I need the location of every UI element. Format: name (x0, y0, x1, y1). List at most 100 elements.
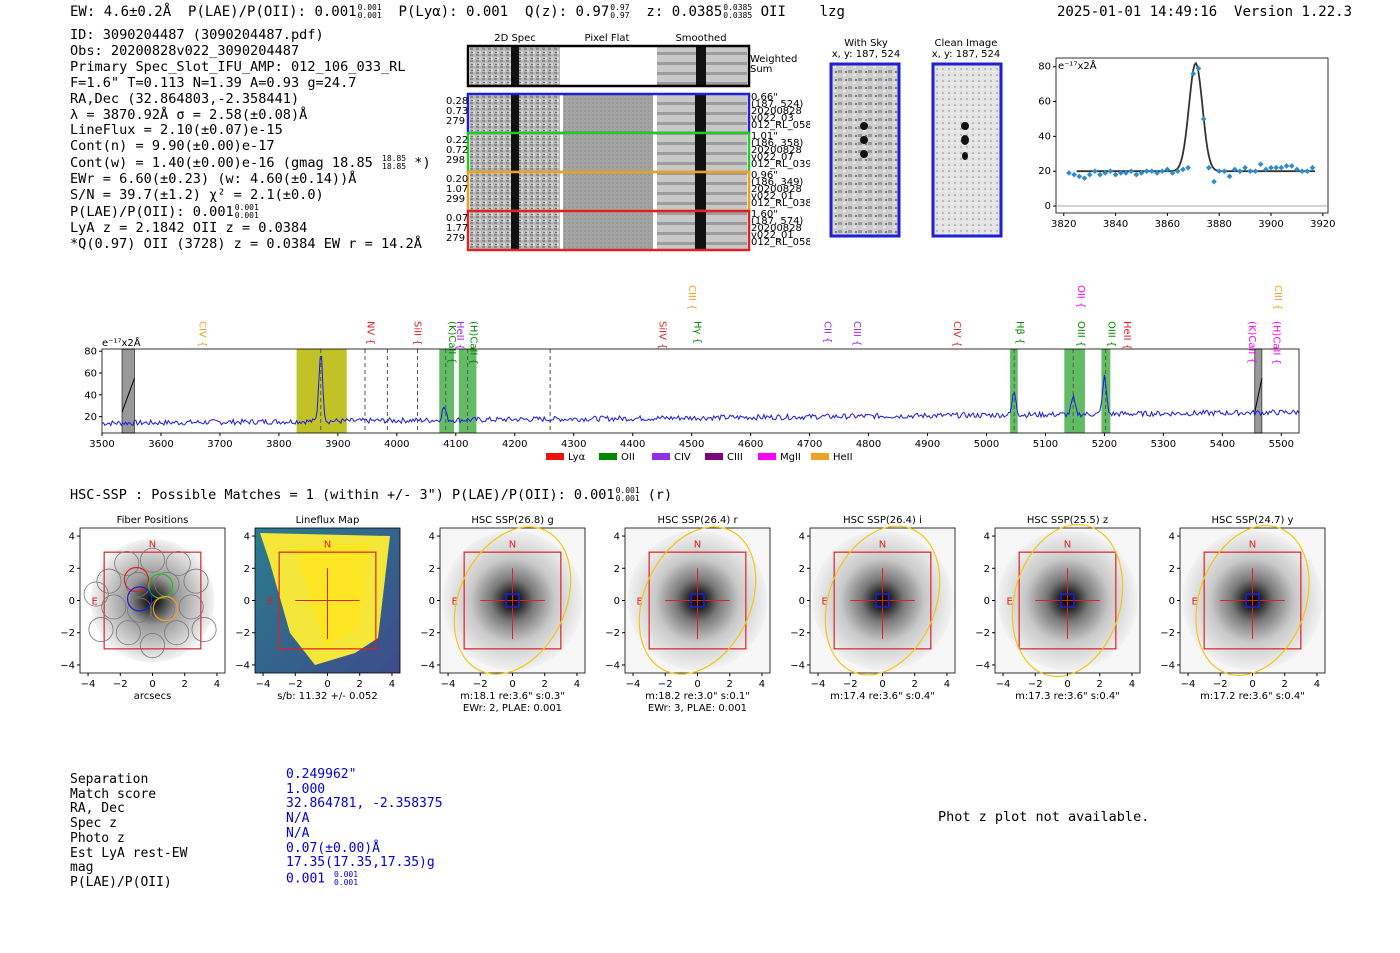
zoom-y-tick-label: 20 (1038, 166, 1051, 177)
row-left-value: 0.07 (446, 213, 468, 224)
east-label: E (452, 597, 458, 608)
spec-line-label: CIV { (196, 321, 207, 347)
hsc-y-tick-label: −2 (235, 628, 250, 639)
hsc-x-tick-label: 0 (149, 679, 155, 690)
value-plae: 0.001 0.001 0.001 (286, 870, 443, 887)
header-qz: Q(z): 0.97 (524, 4, 610, 20)
legend-label: MgII (780, 452, 801, 463)
fiber-circle (83, 581, 109, 607)
zoom-data-point (1283, 163, 1290, 169)
hsc-ellipse (824, 525, 941, 676)
spec-x-tick-label: 4400 (620, 439, 645, 450)
fiber-circle (183, 568, 209, 594)
weighted-smooth-emission (696, 47, 706, 85)
match-table-values: 0.249962" 1.000 32.864781, -2.358375 N/A… (286, 767, 443, 887)
hsc-y-tick-label: 4 (984, 532, 990, 543)
hsc-x-tick-label: 0 (694, 679, 700, 690)
col-smoothed-label: Smoothed (675, 33, 726, 44)
legend-label: OII (621, 452, 635, 463)
row-left-value: 279 (446, 233, 465, 244)
info-lineflux: LineFlux = 2.10(±0.07)e-15 (70, 122, 283, 139)
north-label: N (509, 540, 516, 551)
hsc-y-tick-label: 2 (429, 564, 435, 575)
spec-x-tick-label: 5000 (974, 439, 999, 450)
fiber-circle (165, 550, 191, 576)
hsc-heading-text: HSC-SSP : Possible Matches = 1 (within +… (70, 487, 615, 503)
hsc-plae-sup: 0.001 (615, 486, 640, 495)
row-flat (563, 134, 653, 171)
hsc-y-tick-label: 0 (244, 596, 250, 607)
row-right-value: 012_RL_039 (751, 159, 810, 170)
header-plae-fraction: 0.001 0.001 (358, 4, 382, 20)
value-match-score: 1.000 (286, 781, 326, 797)
row-left-value: 1.77 (446, 223, 468, 234)
header-qz-sub: 0.97 (610, 11, 630, 20)
col-2dspec-label: 2D Spec (494, 33, 536, 44)
hsc-x-tick-label: 4 (1129, 679, 1135, 690)
row-emission (511, 134, 519, 171)
legend-swatch (811, 453, 829, 460)
info-plae-sup: 0.001 (234, 202, 259, 212)
hsc-ellipse (638, 526, 757, 675)
north-label: N (324, 540, 331, 551)
hsc-panel: Lineflux Map N E −4 −2 0 2 4 4 2 0 −2 −4 s/b: 11.32 +… (235, 515, 401, 702)
header-plya: P(Lyα): 0.001 (398, 4, 509, 20)
spec-x-tick-label: 4800 (856, 439, 881, 450)
row-right-value: 012_RL_058 (751, 120, 810, 131)
hsc-panel: HSC SSP(24.7) y N E −4 −2 0 2 4 4 2 0 −2 −4 m:17.2 re… (1160, 515, 1326, 702)
legend-swatch (546, 453, 564, 460)
legend-label: CIII (727, 452, 743, 463)
with-sky-image (829, 62, 901, 238)
zoom-data-point (1195, 65, 1202, 72)
hsc-x-tick-label: 4 (759, 679, 765, 690)
row-left-value: 279 (446, 116, 465, 127)
row-right-value: 012_RL_038 (751, 198, 810, 209)
hsc-caption: m:17.3 re:3.6" s:0.4" (1015, 691, 1120, 702)
row-right-value: 0.66" (751, 92, 778, 103)
value-radec: 32.864781, -2.358375 (286, 796, 443, 812)
zoom-x-tick-label: 3820 (1051, 219, 1076, 230)
row-left-value: 0.22 (446, 135, 468, 146)
zoom-data-point (1252, 168, 1259, 175)
hsc-panel: Fiber Positions N E −4 −2 0 2 4 4 2 0 −2 −4 arcsecs (60, 515, 226, 702)
fiber-circle (140, 547, 165, 573)
label-separation: Separation (70, 772, 149, 787)
header-tag: lzg (819, 4, 845, 20)
row-right-value: v022_07 (751, 152, 794, 163)
east-label: E (1192, 597, 1198, 608)
hsc-panel: HSC SSP(26.4) r N E −4 −2 0 2 4 4 2 0 −2 −4 m:18.2 re… (605, 515, 771, 714)
spec-line-label: OIII { (1075, 321, 1086, 347)
hsc-x-tick-label: 4 (1314, 679, 1320, 690)
spec-x-tick-label: 3700 (207, 439, 232, 450)
zoom-x-tick-label: 3880 (1206, 219, 1231, 230)
zoom-data-point (1257, 161, 1264, 168)
row-right-value: (187, 524) (751, 99, 803, 110)
spec-x-tick-label: 5200 (1092, 439, 1117, 450)
zoom-y-tick-label: 60 (1038, 97, 1051, 108)
spec-x-tick-label: 4200 (502, 439, 527, 450)
zoom-y-tick-label: 80 (1038, 62, 1051, 73)
legend-label: HeII (833, 452, 853, 463)
version: Version 1.22.3 (1234, 4, 1353, 20)
fiber-orange (152, 595, 179, 622)
row-right-value: 20200828 (751, 184, 802, 195)
weighted-label: Weighted (750, 54, 797, 65)
row-left-value: 0.20 (446, 174, 468, 185)
hsc-heading-end: (r) (647, 487, 673, 503)
hsc-y-tick-label: 0 (984, 596, 990, 607)
spec-x-tick-label: 3900 (325, 439, 350, 450)
hsc-ellipse (453, 526, 572, 675)
zoom-data-point (1221, 168, 1228, 175)
header-plae: P(LAE)/P(OII): 0.001 (188, 4, 357, 20)
spec-flux-line (101, 355, 1300, 427)
hsc-panel-title: HSC SSP(26.4) r (657, 515, 738, 526)
spec-line-label: CIV { (951, 321, 962, 347)
spec-x-tick-label: 4600 (738, 439, 763, 450)
fiber-circle (101, 594, 127, 620)
hsc-panel-title: HSC SSP(26.4) i (843, 515, 922, 526)
zoom-data-point (1278, 164, 1285, 171)
source-box (505, 593, 520, 608)
